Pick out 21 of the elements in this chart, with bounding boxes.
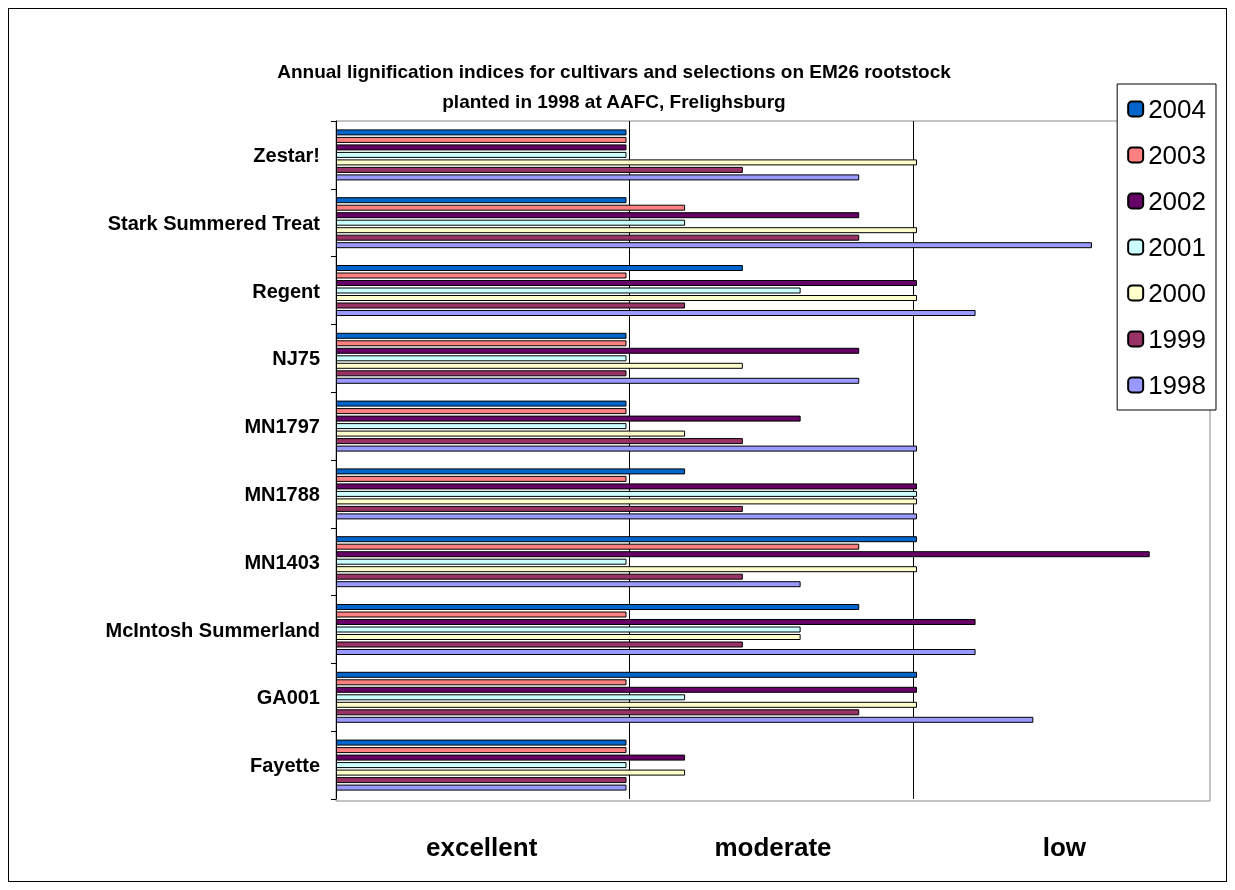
y-tick-label: Fayette (249, 754, 320, 777)
y-tick-label: McIntosh Summerland (105, 618, 320, 641)
legend-label: 2001 (1148, 232, 1206, 262)
legend-label: 1999 (1148, 324, 1206, 354)
y-tick-label: MN1788 (244, 482, 320, 505)
y-tick-label: MN1797 (244, 415, 320, 438)
legend-label: 2004 (1148, 94, 1206, 124)
legend-label: 2000 (1148, 278, 1206, 308)
y-tick-label: GA001 (256, 686, 320, 709)
legend-label: 1998 (1148, 370, 1206, 400)
y-tick-label: MN1403 (244, 550, 320, 573)
legend-label: 2003 (1148, 140, 1206, 170)
text: low (1042, 832, 1087, 862)
legend-label: 2002 (1148, 186, 1206, 216)
y-tick-label: NJ75 (272, 347, 320, 370)
text: excellent (426, 832, 538, 862)
y-tick-label: Regent (252, 279, 321, 302)
y-tick-label: Zestar! (253, 143, 320, 166)
text: moderate (714, 832, 832, 862)
chart-title: Annual lignification indices for cultivars and selections on EM26 rootstock planted in 1998 at AAFC, Frelighsburg (277, 60, 952, 112)
y-tick-label: Stark Summered Treat (107, 211, 321, 234)
